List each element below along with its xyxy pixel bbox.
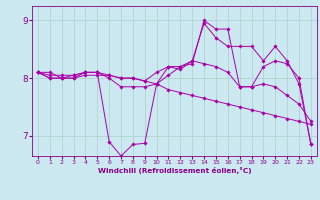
X-axis label: Windchill (Refroidissement éolien,°C): Windchill (Refroidissement éolien,°C) [98,167,251,174]
